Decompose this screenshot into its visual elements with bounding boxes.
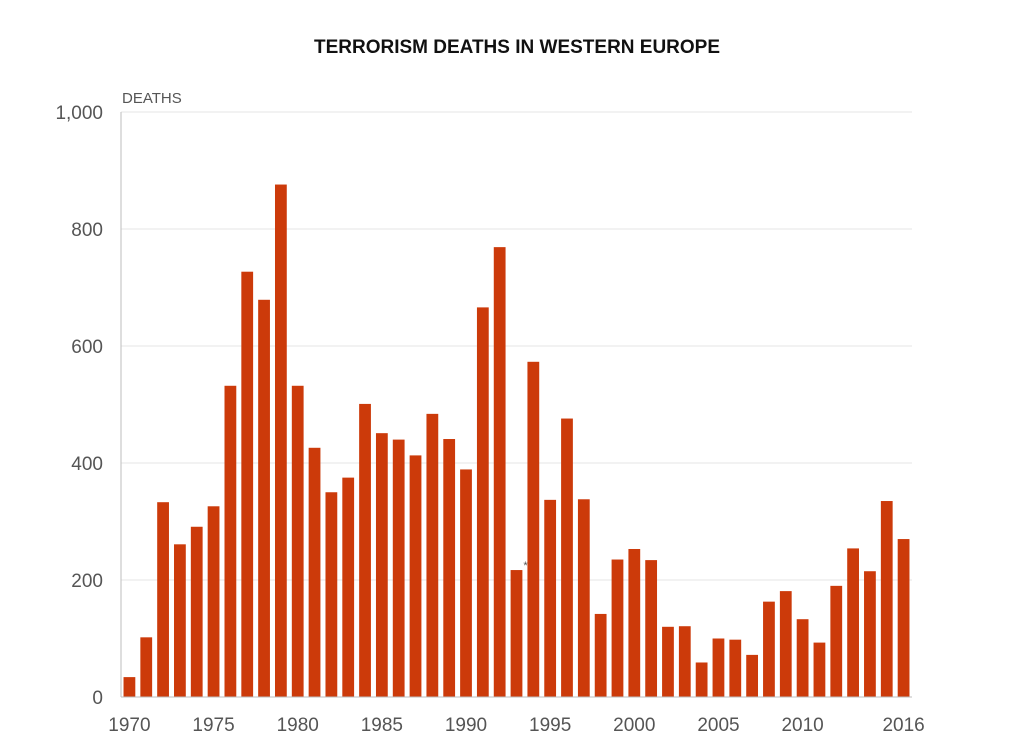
x-tick-label: 1990 bbox=[445, 715, 487, 736]
x-tick-label: 2010 bbox=[781, 715, 823, 736]
bar-annotation: * bbox=[523, 560, 528, 572]
bar bbox=[864, 571, 876, 697]
x-tick-label: 2000 bbox=[613, 715, 655, 736]
y-tick-label: 600 bbox=[71, 337, 103, 358]
tick-labels: 0 200 400 600 800 1,000 * 1970 1975 1980 1985 1990 1… bbox=[55, 103, 924, 736]
y-axis-label: DEATHS bbox=[122, 90, 182, 107]
bar bbox=[544, 499, 557, 697]
bar bbox=[779, 591, 792, 697]
bar bbox=[729, 639, 742, 697]
bar bbox=[476, 307, 489, 697]
bar bbox=[443, 439, 456, 697]
bar bbox=[813, 642, 826, 697]
bar bbox=[409, 455, 422, 697]
bar bbox=[763, 601, 775, 697]
x-tick-label: 1975 bbox=[192, 715, 234, 736]
bar bbox=[880, 501, 893, 697]
bar bbox=[847, 548, 859, 697]
x-tick-label: 2005 bbox=[697, 715, 739, 736]
bar bbox=[695, 662, 708, 697]
y-tick-label: 1,000 bbox=[55, 103, 103, 124]
x-tick-label: 1980 bbox=[277, 715, 319, 736]
bar bbox=[611, 559, 624, 697]
bar bbox=[224, 385, 237, 697]
y-tick-label: 200 bbox=[71, 571, 103, 592]
x-tick-label: 1985 bbox=[361, 715, 403, 736]
bar bbox=[460, 469, 472, 697]
bar bbox=[190, 526, 203, 697]
bar bbox=[426, 413, 439, 697]
bar bbox=[746, 654, 759, 697]
y-tick-label: 800 bbox=[71, 220, 103, 241]
x-tick-label: 2016 bbox=[882, 715, 924, 736]
gridlines bbox=[121, 111, 912, 581]
bar bbox=[897, 539, 910, 697]
bar bbox=[796, 619, 809, 697]
bar bbox=[325, 492, 338, 697]
bar bbox=[594, 613, 607, 697]
bar bbox=[342, 477, 355, 697]
y-tick-label: 0 bbox=[92, 688, 103, 709]
bar bbox=[123, 677, 136, 697]
bar bbox=[678, 626, 691, 697]
bar bbox=[493, 247, 506, 697]
bar bbox=[712, 638, 725, 697]
bar bbox=[140, 637, 153, 697]
bar bbox=[510, 570, 523, 697]
bar bbox=[375, 433, 388, 697]
bar bbox=[645, 560, 658, 697]
x-tick-label: 1995 bbox=[529, 715, 571, 736]
bar bbox=[291, 385, 304, 697]
chart-title: TERRORISM DEATHS IN WESTERN EUROPE bbox=[314, 37, 720, 58]
bar bbox=[359, 403, 371, 697]
bar bbox=[561, 418, 573, 697]
bar bbox=[392, 439, 405, 697]
x-tick-label: 1970 bbox=[108, 715, 150, 736]
bar bbox=[157, 502, 169, 697]
bar bbox=[577, 499, 590, 697]
axes bbox=[120, 112, 912, 698]
bar bbox=[241, 271, 254, 697]
bar bbox=[830, 585, 843, 697]
bar bbox=[174, 544, 186, 697]
bar bbox=[527, 361, 540, 697]
bars bbox=[123, 184, 910, 698]
bar bbox=[308, 447, 321, 697]
bar bbox=[274, 184, 287, 698]
bar bbox=[207, 506, 220, 697]
y-tick-label: 400 bbox=[71, 454, 103, 475]
bar bbox=[628, 548, 641, 697]
bar bbox=[662, 626, 674, 697]
bar bbox=[258, 299, 270, 697]
